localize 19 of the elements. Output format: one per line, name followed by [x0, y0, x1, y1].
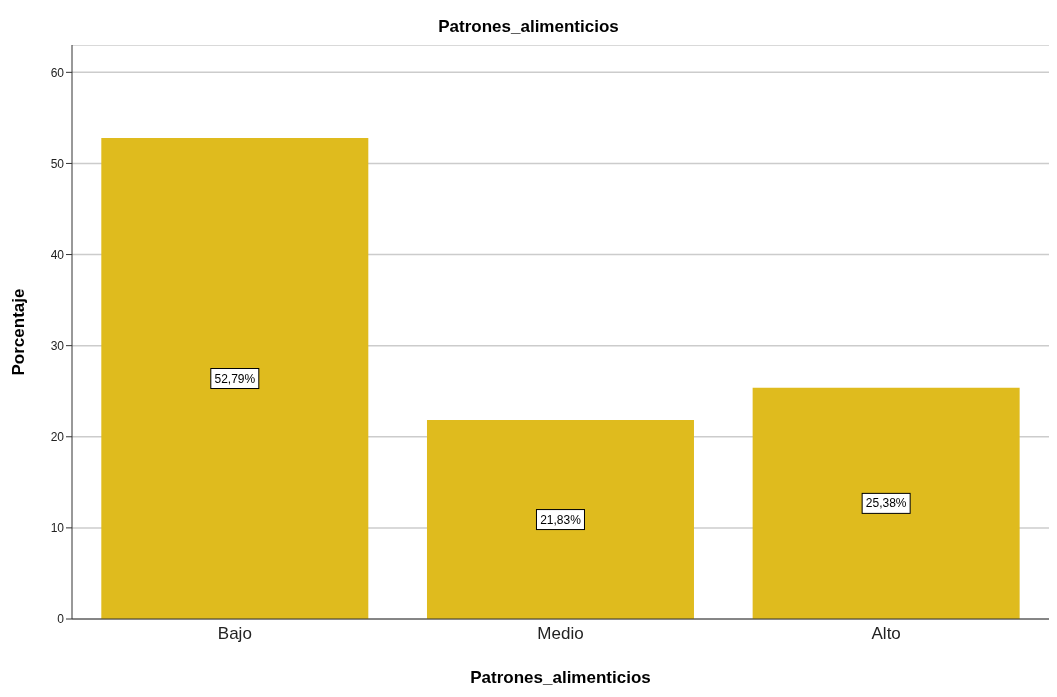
bar — [752, 387, 1020, 619]
y-tick-label: 50 — [50, 156, 65, 171]
x-tick-label: Bajo — [217, 624, 252, 644]
x-tick-label: Alto — [871, 624, 901, 644]
y-tick-label: 40 — [50, 247, 65, 262]
y-tick-label: 10 — [50, 521, 65, 536]
data-label: 52,79% — [214, 371, 256, 386]
data-label: 25,38% — [865, 496, 907, 511]
y-axis-title: Porcentaje — [9, 288, 29, 376]
y-tick-label: 20 — [50, 430, 65, 445]
y-tick-label: 0 — [57, 612, 65, 627]
chart-title: Patrones_alimenticios — [437, 16, 620, 38]
y-tick-label: 30 — [50, 338, 65, 353]
bar — [101, 138, 369, 619]
y-tick-label: 60 — [50, 65, 65, 80]
data-label: 21,83% — [540, 512, 582, 527]
bar — [426, 420, 694, 619]
x-axis-title: Patrones_alimenticios — [470, 668, 651, 687]
x-tick-label: Medio — [537, 624, 584, 644]
